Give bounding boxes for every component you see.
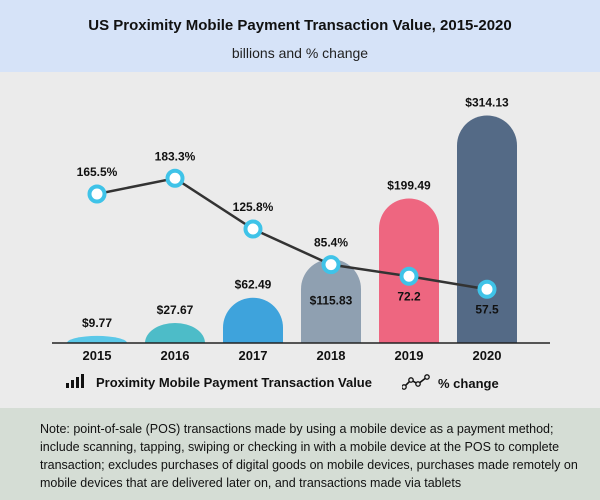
chart-legend: Proximity Mobile Payment Transaction Val…: [0, 374, 600, 398]
x-tick-label-2019: 2019: [395, 348, 424, 363]
chart-svg: 2015 2016 2017 2018 2019 2020 $9.77 $27.67 $62.…: [52, 95, 550, 363]
bar-chart-icon: [66, 374, 88, 391]
legend-line-label: % change: [438, 376, 499, 391]
bar-value-label-2017: $62.49: [235, 278, 272, 292]
bar-value-label-2020: $314.13: [465, 95, 509, 109]
pct-marker-2017: [243, 219, 263, 239]
pct-marker-2015: [87, 184, 107, 204]
labels-layer: $9.77 $27.67 $62.49 $115.83 $199.49 $314.13 16…: [77, 95, 509, 329]
line-chart-icon: [401, 374, 430, 393]
chart-title: US Proximity Mobile Payment Transaction …: [88, 17, 512, 34]
pct-value-label-2016: 183.3%: [155, 149, 196, 163]
x-tick-label-2017: 2017: [239, 348, 268, 363]
bar-2018: [301, 259, 361, 343]
bars-layer: [67, 115, 517, 343]
note-section: Note: point-of-sale (POS) transactions m…: [0, 408, 600, 500]
note-text: Note: point-of-sale (POS) transactions m…: [40, 422, 578, 490]
chart-header: US Proximity Mobile Payment Transaction …: [0, 0, 600, 72]
pct-marker-2020: [477, 279, 497, 299]
pct-value-label-2020: 57.5: [475, 302, 499, 316]
pct-marker-2019: [399, 266, 419, 286]
bar-value-label-2016: $27.67: [157, 303, 194, 317]
bar-value-label-2015: $9.77: [82, 316, 112, 330]
pct-marker-2018: [321, 255, 341, 275]
pct-value-label-2017: 125.8%: [233, 200, 274, 214]
axis-layer: 2015 2016 2017 2018 2019 2020: [52, 342, 550, 363]
bar-value-label-2018: $115.83: [310, 294, 353, 308]
pct-value-label-2015: 165.5%: [77, 165, 118, 179]
x-tick-label-2015: 2015: [83, 348, 112, 363]
legend-item-bars: Proximity Mobile Payment Transaction Val…: [66, 374, 372, 391]
bar-2017: [223, 297, 283, 343]
bar-2015: [67, 335, 127, 343]
x-tick-label-2018: 2018: [317, 348, 346, 363]
chart-subtitle: billions and % change: [231, 45, 369, 61]
legend-bar-label: Proximity Mobile Payment Transaction Val…: [96, 375, 372, 390]
x-tick-label-2016: 2016: [161, 348, 190, 363]
pct-value-label-2018: 85.4%: [314, 236, 348, 250]
pct-value-label-2019: 72.2: [397, 289, 421, 303]
line-layer: [87, 168, 497, 299]
pct-change-line: [96, 176, 488, 291]
bar-value-label-2019: $199.49: [387, 179, 431, 193]
legend-item-line: % change: [401, 374, 499, 393]
x-tick-label-2020: 2020: [473, 348, 502, 363]
pct-marker-2016: [165, 168, 185, 188]
bar-2016: [145, 322, 205, 343]
